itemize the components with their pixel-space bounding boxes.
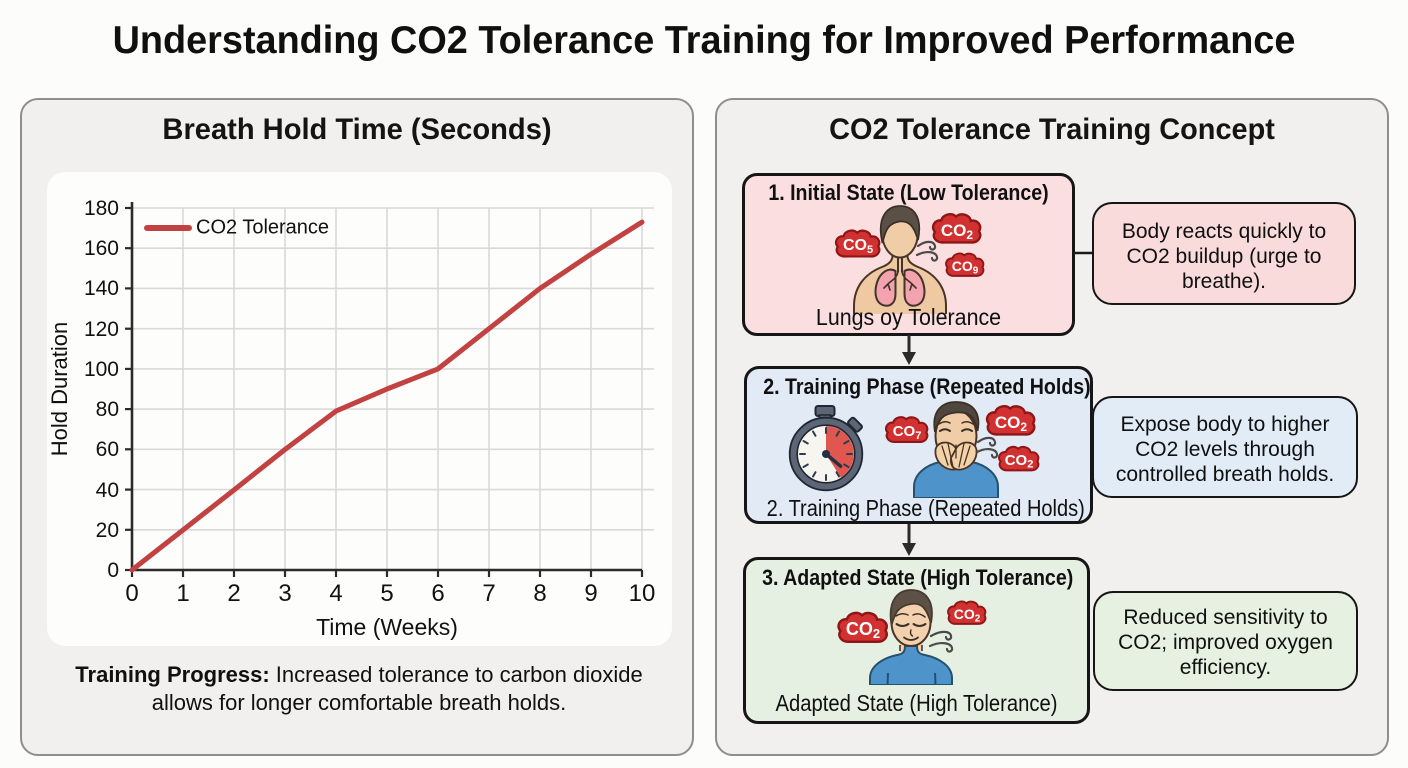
svg-text:CO5: CO5 [843,237,873,256]
svg-text:180: 180 [84,197,119,220]
svg-text:1: 1 [176,580,189,607]
svg-text:20: 20 [96,519,119,542]
svg-text:0: 0 [107,559,119,582]
svg-text:4: 4 [329,580,342,607]
svg-text:120: 120 [84,318,119,341]
svg-text:40: 40 [96,479,119,502]
svg-text:60: 60 [96,438,119,461]
svg-text:2: 2 [227,580,240,607]
svg-text:5: 5 [380,580,393,607]
svg-text:CO2: CO2 [995,413,1028,434]
svg-text:CO2 Tolerance: CO2 Tolerance [196,217,329,239]
svg-text:Time (Weeks): Time (Weeks) [316,614,458,640]
svg-text:8: 8 [533,580,546,607]
svg-text:9: 9 [584,580,597,607]
svg-text:CO9: CO9 [952,258,979,277]
svg-text:CO2: CO2 [1005,452,1034,471]
svg-text:6: 6 [431,580,444,607]
svg-text:80: 80 [96,398,119,421]
svg-text:Hold Duration: Hold Duration [47,322,72,457]
svg-text:0: 0 [125,580,138,607]
svg-text:7: 7 [482,580,495,607]
svg-text:3: 3 [278,580,291,607]
svg-text:140: 140 [84,277,119,300]
svg-text:CO2: CO2 [846,619,880,641]
svg-text:CO2: CO2 [954,606,981,625]
svg-text:10: 10 [629,580,656,607]
svg-text:100: 100 [84,358,119,381]
svg-text:CO2: CO2 [941,221,974,242]
svg-text:160: 160 [84,237,119,260]
svg-text:CO7: CO7 [893,423,922,442]
